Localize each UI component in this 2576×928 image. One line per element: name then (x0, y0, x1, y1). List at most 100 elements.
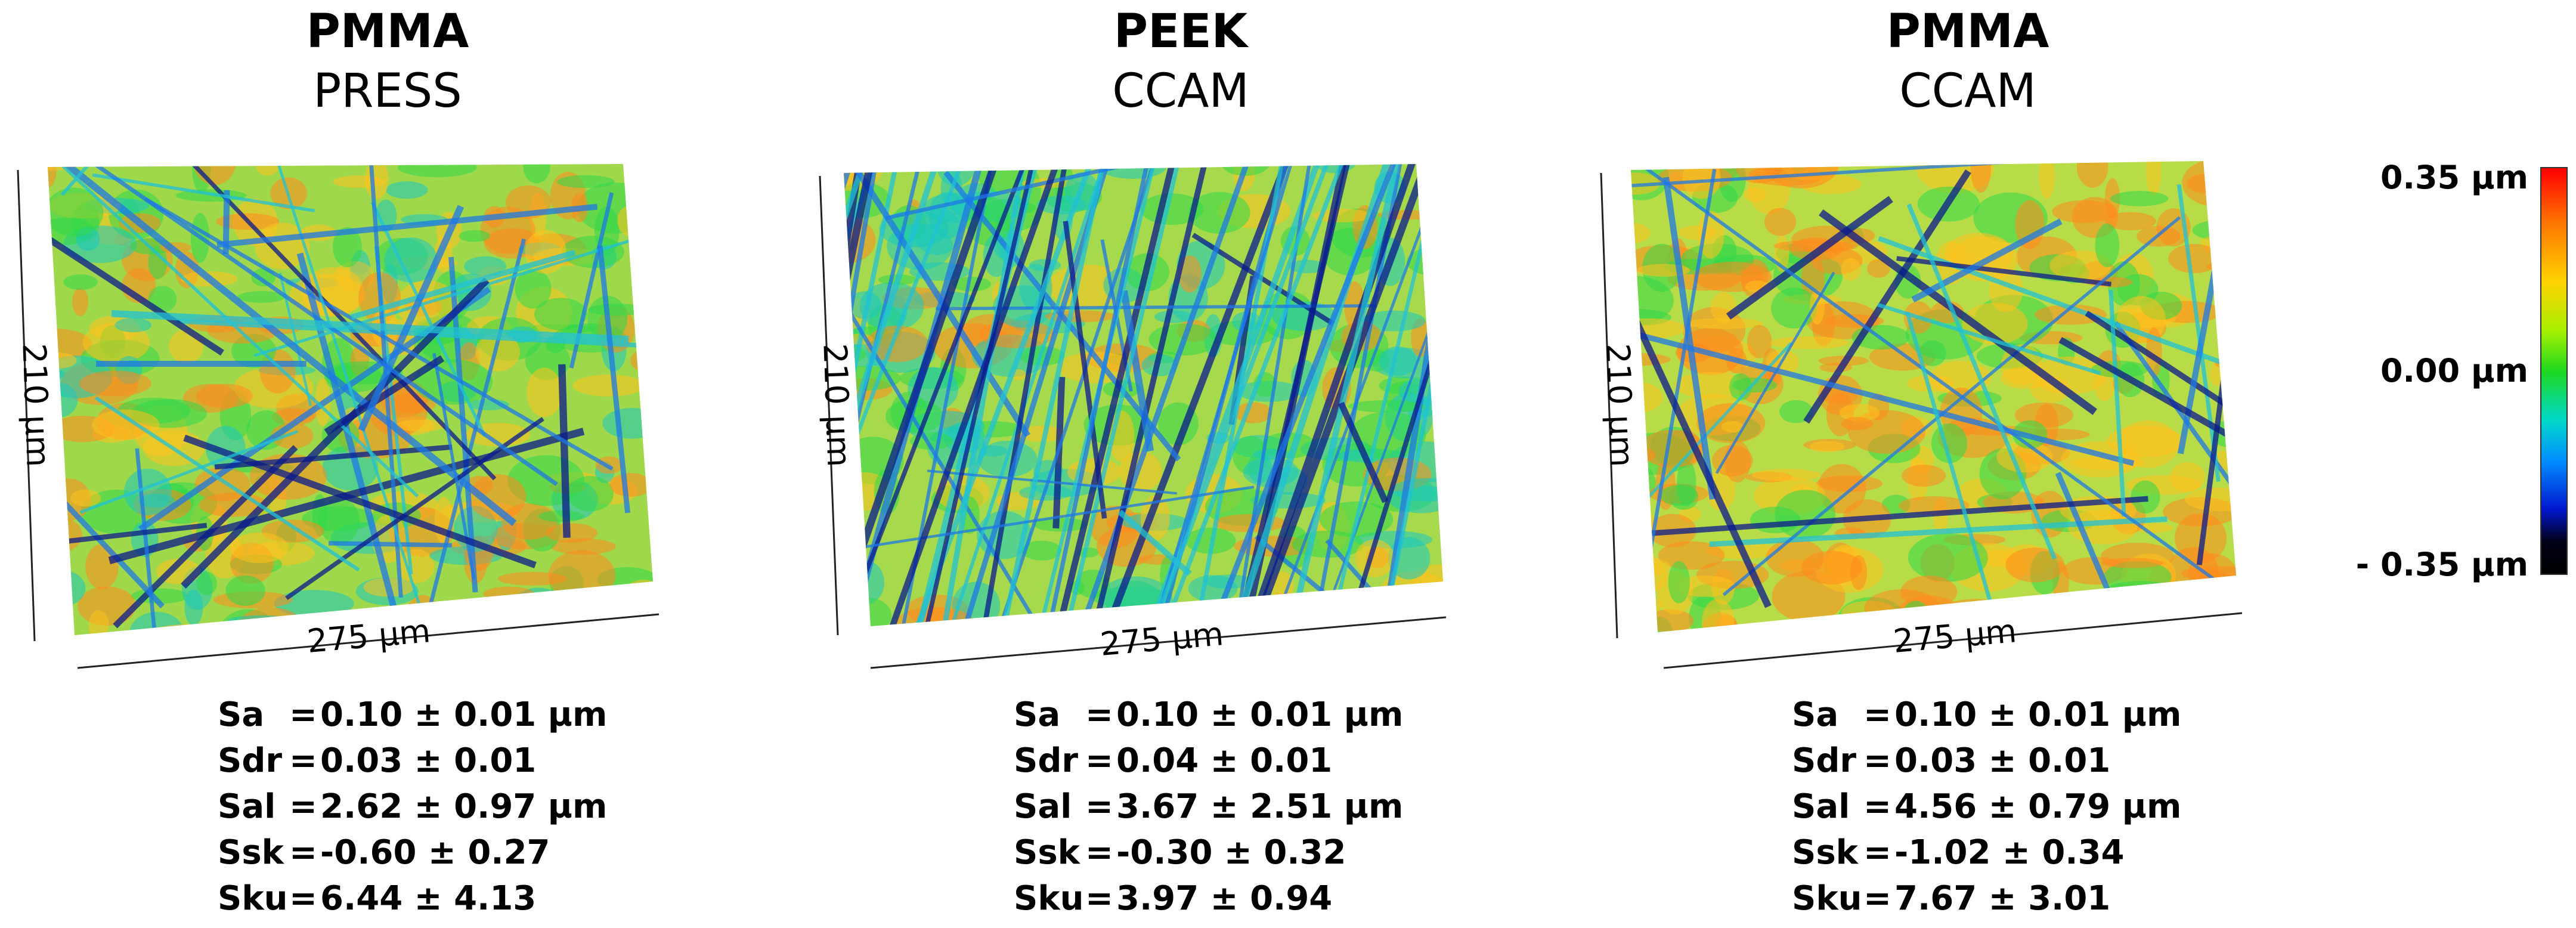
texture-blob (1867, 259, 1890, 278)
texture-blob (1779, 400, 1813, 423)
texture-blob (1675, 576, 1736, 598)
texture-blob (48, 517, 83, 553)
texture-blob (572, 375, 645, 397)
texture-scratch (844, 164, 865, 626)
texture-blob (1706, 469, 1736, 511)
surface-panel-pmma-ccam: PMMA CCAM 210 µm 275 µm Sa = 0.10 ± 0.01 µ… (1580, 0, 2355, 928)
texture-blob (225, 575, 265, 606)
texture-blob (333, 175, 386, 188)
param-value: 0.10 ± 0.01 µm (1894, 695, 2182, 734)
texture-scratch (1044, 164, 1151, 626)
texture-blob (1348, 400, 1426, 413)
texture-blob (626, 579, 653, 601)
texture-scratch (920, 164, 1037, 626)
texture-blob (193, 164, 236, 185)
surface-panel-pmma-press: PMMA PRESS 210 µm 275 µm Sa = 0.10 ± 0.01 … (0, 0, 775, 928)
scale-min-label: - 0.35 µm (2355, 546, 2528, 583)
texture-blob (2005, 547, 2065, 583)
texture-scratch (885, 150, 1331, 159)
texture-blob (230, 532, 289, 564)
texture-blob (234, 607, 306, 635)
param-row-sal: Sal = 2.62 ± 0.97 µm (218, 784, 607, 830)
texture-blob (602, 407, 653, 439)
texture-blob (1631, 222, 1651, 244)
texture-blob (1232, 599, 1309, 626)
texture-blob (2210, 172, 2236, 197)
y-axis-label: 210 µm (15, 343, 57, 468)
texture-scratch (1341, 164, 1443, 626)
texture-scratch (1203, 164, 1400, 626)
texture-blob (123, 468, 172, 516)
texture-blob (2105, 587, 2165, 624)
texture-blob (2106, 425, 2184, 457)
x-axis-label: 275 µm (1891, 612, 2018, 660)
texture-scratch (48, 236, 224, 356)
texture-scratch (1241, 164, 1419, 626)
texture-blob (82, 323, 150, 363)
texture-scratch (358, 205, 465, 432)
texture-scratch (1905, 311, 1996, 615)
texture-scratch (1911, 218, 2063, 303)
texture-scratch (558, 364, 571, 538)
panel-title-material: PMMA (306, 5, 469, 58)
scale-mid-label: 0.00 µm (2380, 352, 2528, 389)
texture-scratch (111, 310, 629, 344)
param-value: 0.10 ± 0.01 µm (1116, 695, 1404, 734)
texture-blob (1901, 465, 1946, 487)
texture-blob (1347, 613, 1397, 626)
texture-blob (1801, 550, 1862, 584)
texture-blob (1631, 172, 1661, 195)
texture-blob (274, 590, 354, 617)
surface-map-svg: 210 µm 275 µm (816, 150, 1463, 669)
height-color-scale: 0.35 µm 0.00 µm - 0.35 µm (2349, 149, 2576, 602)
texture-blob (79, 370, 152, 397)
texture-scratch (51, 164, 517, 526)
texture-scratch (852, 164, 1030, 438)
texture-blob (2080, 618, 2097, 632)
surface-map-svg: 210 µm 275 µm (1599, 161, 2243, 669)
texture-scratch (844, 164, 967, 626)
texture-blob (2215, 355, 2236, 371)
texture-blob (1361, 310, 1426, 332)
texture-scratch (1877, 302, 2101, 376)
texture-blob (1033, 518, 1088, 532)
param-name: Sa (1014, 695, 1061, 734)
texture-blob (1646, 609, 1694, 632)
texture-blob (1631, 557, 1670, 577)
texture-blob (1970, 161, 1992, 193)
param-row-sa: Sa = 0.10 ± 0.01 µm (1792, 692, 2181, 738)
texture-scratch (2109, 289, 2126, 517)
texture-blob (2076, 161, 2109, 188)
texture-blob (129, 611, 185, 635)
texture-blob (2145, 161, 2162, 196)
texture-blob (48, 187, 104, 237)
texture-scratch (1632, 342, 1792, 515)
texture-scratch (253, 232, 653, 357)
texture-blob (2188, 553, 2236, 594)
param-name: Sdr (1792, 741, 1857, 780)
texture-scratch (51, 488, 165, 609)
texture-blob (2187, 174, 2224, 193)
scale-max-label: 0.35 µm (2380, 159, 2528, 196)
texture-blob (523, 164, 550, 184)
texture-scratch (1313, 164, 1443, 626)
texture-scratch (1156, 164, 1347, 626)
texture-blob (475, 333, 520, 372)
texture-blob (147, 624, 223, 635)
texture-blob (1259, 592, 1311, 626)
texture-scratch (1631, 496, 2148, 539)
texture-blob (1443, 216, 1463, 258)
param-value: 2.62 ± 0.97 µm (320, 787, 608, 826)
texture-blob (483, 586, 535, 602)
texture-blob (1220, 164, 1271, 176)
texture-scratch (188, 164, 497, 481)
texture-blob (395, 419, 447, 432)
texture-blob (1809, 289, 1825, 325)
texture-scratch (844, 164, 880, 626)
texture-scratch (1662, 177, 1716, 500)
y-axis-line (819, 175, 839, 636)
texture-blob (1743, 187, 1767, 202)
texture-scratch (370, 201, 487, 437)
texture-scratch (1254, 534, 1326, 595)
param-row-sdr: Sdr = 0.03 ± 0.01 (218, 738, 607, 784)
